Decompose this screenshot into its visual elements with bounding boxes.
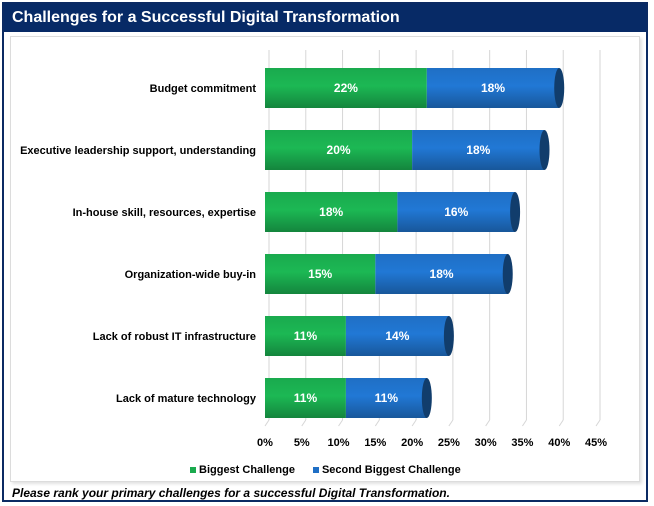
x-tick-label: 20% xyxy=(401,437,423,449)
x-tick-label: 30% xyxy=(475,437,497,449)
legend-label-biggest: Biggest Challenge xyxy=(199,464,295,476)
bar-end-cap xyxy=(502,254,513,294)
bar-second xyxy=(345,316,449,356)
gridline-floor xyxy=(595,419,601,427)
gridline-floor xyxy=(558,419,564,427)
x-tick-label: 10% xyxy=(328,437,350,449)
category-label: Executive leadership support, understand… xyxy=(20,145,256,157)
category-label: Lack of mature technology xyxy=(116,393,257,405)
x-tick-label: 35% xyxy=(511,437,533,449)
data-label: 11% xyxy=(294,329,318,343)
bar-end-cap xyxy=(554,68,565,108)
data-label: 18% xyxy=(481,81,505,95)
data-label: 16% xyxy=(444,205,468,219)
bar-biggest xyxy=(265,316,346,356)
data-label: 11% xyxy=(375,391,399,405)
data-label: 18% xyxy=(430,267,454,281)
bar-biggest xyxy=(265,130,413,170)
category-label: Budget commitment xyxy=(150,83,257,95)
gridline-floor xyxy=(338,419,343,427)
legend-swatch-second xyxy=(312,467,319,473)
bar-biggest xyxy=(265,254,376,294)
gridline-floor xyxy=(448,419,454,427)
legend-item-biggest: Biggest Challenge xyxy=(190,464,295,476)
data-label: 14% xyxy=(385,329,409,343)
gridline-floor xyxy=(485,419,491,427)
x-tick-label: 5% xyxy=(294,437,310,449)
gridline-floor xyxy=(411,419,417,427)
bar-second xyxy=(345,378,427,418)
data-label: 18% xyxy=(319,205,343,219)
footnote: Please rank your primary challenges for … xyxy=(12,486,450,500)
legend-swatch-biggest xyxy=(190,467,196,473)
x-tick-label: 45% xyxy=(585,437,607,449)
x-tick-label: 25% xyxy=(438,437,460,449)
bar-second xyxy=(412,130,545,170)
x-tick-label: 40% xyxy=(548,437,570,449)
bar-end-cap xyxy=(421,378,432,418)
data-label: 20% xyxy=(327,143,351,157)
bar-biggest xyxy=(265,378,346,418)
bar-end-cap xyxy=(510,192,521,232)
legend-item-second: Second Biggest Challenge xyxy=(312,464,461,476)
chart-frame: Challenges for a Successful Digital Tran… xyxy=(2,2,648,502)
gridline-floor xyxy=(522,419,527,427)
gridline-floor xyxy=(264,419,270,427)
bar-second xyxy=(397,192,516,232)
gridline-floor xyxy=(301,419,307,427)
bar-end-cap xyxy=(539,130,550,170)
data-label: 22% xyxy=(334,81,358,95)
bar-biggest xyxy=(265,192,398,232)
bar-end-cap xyxy=(443,316,454,356)
data-label: 18% xyxy=(466,143,490,157)
x-tick-label: 15% xyxy=(364,437,386,449)
data-label: 15% xyxy=(308,267,332,281)
gridline-floor xyxy=(374,419,380,427)
legend: Biggest Challenge Second Biggest Challen… xyxy=(190,464,461,476)
data-label: 11% xyxy=(294,391,318,405)
legend-label-second: Second Biggest Challenge xyxy=(321,464,461,476)
chart-svg: 0% 5% 10% 15% 20% 25% 30% 35% 40% 45% Budget commi… xyxy=(20,50,607,449)
category-label: Organization-wide buy-in xyxy=(125,269,257,281)
bar-second xyxy=(426,68,560,108)
bar-biggest xyxy=(265,68,427,108)
category-label: Lack of robust IT infrastructure xyxy=(93,331,256,343)
chart-title: Challenges for a Successful Digital Tran… xyxy=(4,4,646,32)
category-label: In-house skill, resources, expertise xyxy=(73,207,256,219)
bar-second xyxy=(375,254,508,294)
x-tick-label: 0% xyxy=(257,437,273,449)
